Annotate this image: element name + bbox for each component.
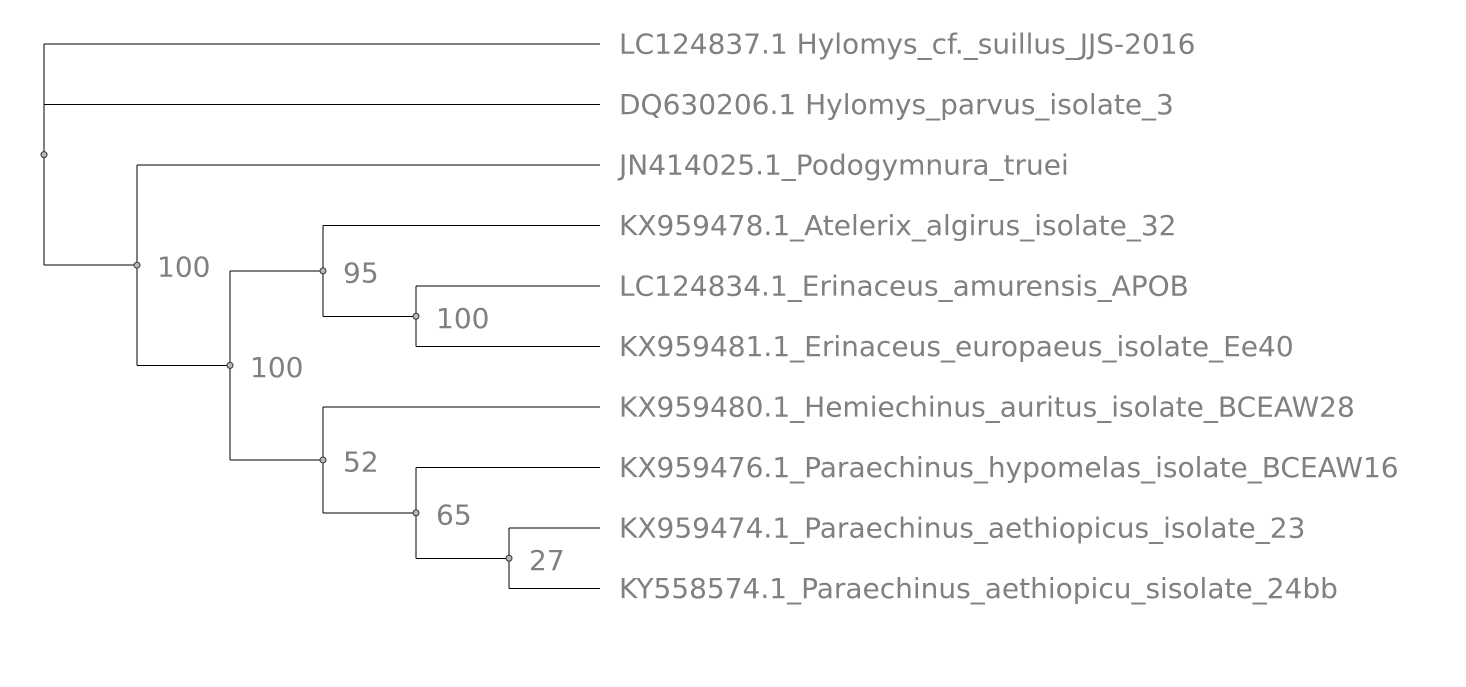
- support-value: 100: [250, 351, 303, 384]
- tree-node: [226, 361, 234, 369]
- taxon-label: LC124834.1_Erinaceus_amurensis_APOB: [619, 270, 1189, 303]
- support-value: 65: [436, 498, 472, 531]
- taxon-label: KX959476.1_Paraechinus_hypomelas_isolate…: [619, 451, 1399, 484]
- taxon-label: LC124837.1 Hylomys_cf._suillus_JJS-2016: [619, 28, 1195, 61]
- tree-node: [412, 509, 420, 517]
- tree-node: [319, 456, 327, 464]
- tree-node: [505, 554, 513, 562]
- taxon-label: KX959480.1_Hemiechinus_auritus_isolate_B…: [619, 391, 1355, 424]
- taxon-label: JN414025.1_Podogymnura_truei: [617, 149, 1069, 182]
- support-value: 27: [529, 544, 565, 577]
- support-value: 100: [157, 251, 210, 284]
- taxon-label: KY558574.1_Paraechinus_aethiopicu_sisola…: [619, 572, 1338, 605]
- tree-node: [133, 261, 141, 269]
- support-value: 52: [343, 445, 379, 478]
- tree-node: [412, 312, 420, 320]
- tree-node: [319, 267, 327, 275]
- support-value: 100: [436, 302, 489, 335]
- taxon-label: KX959481.1_Erinaceus_europaeus_isolate_E…: [619, 330, 1294, 363]
- taxon-label: DQ630206.1 Hylomys_parvus_isolate_3: [619, 88, 1174, 121]
- taxon-label: KX959474.1_Paraechinus_aethiopicus_isola…: [619, 512, 1305, 545]
- tree-node: [40, 151, 48, 159]
- taxon-label: KX959478.1_Atelerix_algirus_isolate_32: [619, 209, 1176, 242]
- support-value: 95: [343, 256, 379, 289]
